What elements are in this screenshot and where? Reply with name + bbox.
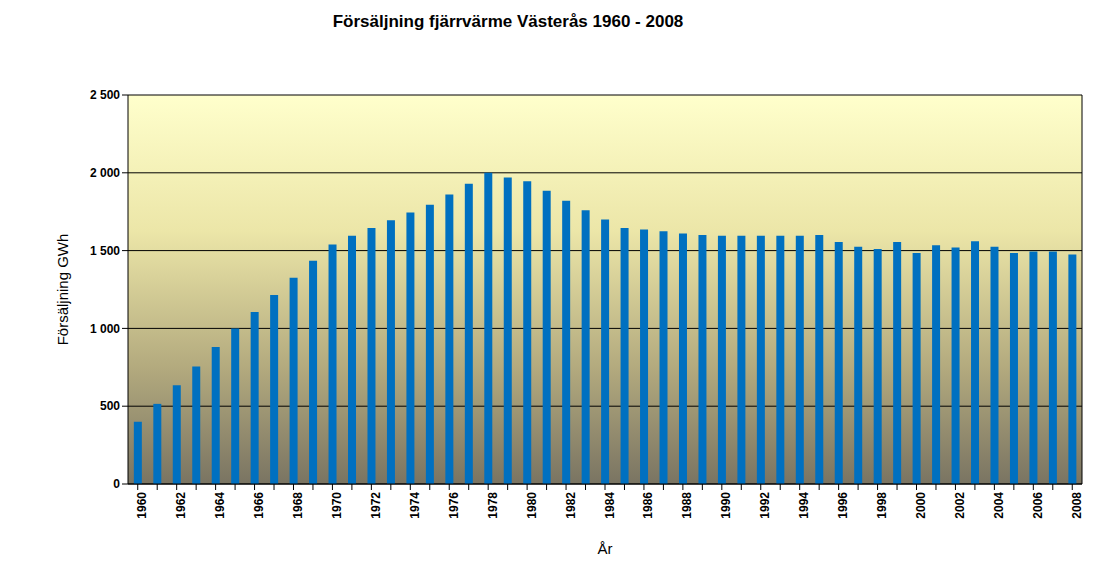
svg-text:1962: 1962 [174,492,188,519]
svg-text:1978: 1978 [486,492,500,519]
html-text:Försäljning fjärrvärme Västerå: Försäljning fjärrvärme Västerås 1960 - 2… [332,12,684,31]
svg-text:1964: 1964 [213,492,227,519]
svg-text:1974: 1974 [408,492,422,519]
svg-text:1996: 1996 [836,492,850,519]
svg-text:1998: 1998 [875,492,889,519]
svg-text:500: 500 [100,399,120,413]
svg-text:1966: 1966 [252,492,266,519]
svg-text:1994: 1994 [797,492,811,519]
svg-text:2008: 2008 [1070,492,1084,519]
svg-text:1976: 1976 [447,492,461,519]
svg-text:0: 0 [113,477,120,491]
svg-text:1 500: 1 500 [90,244,120,258]
svg-text:2000: 2000 [914,492,928,519]
svg-text:1986: 1986 [641,492,655,519]
svg-text:1980: 1980 [525,492,539,519]
svg-text:2 000: 2 000 [90,166,120,180]
svg-text:1960: 1960 [135,492,149,519]
svg-text:År: År [598,540,613,557]
svg-text:2002: 2002 [953,492,967,519]
svg-text:2004: 2004 [992,492,1006,519]
svg-text:Försäljning GWh: Försäljning GWh [54,234,71,346]
svg-text:2006: 2006 [1031,492,1045,519]
svg-text:1982: 1982 [564,492,578,519]
svg-text:1 000: 1 000 [90,322,120,336]
svg-text:1988: 1988 [680,492,694,519]
svg-text:1972: 1972 [369,492,383,519]
svg-text:1968: 1968 [291,492,305,519]
svg-text:1990: 1990 [719,492,733,519]
svg-text:1984: 1984 [603,492,617,519]
svg-text:2 500: 2 500 [90,88,120,102]
svg-text:1992: 1992 [758,492,772,519]
svg-text:1970: 1970 [330,492,344,519]
